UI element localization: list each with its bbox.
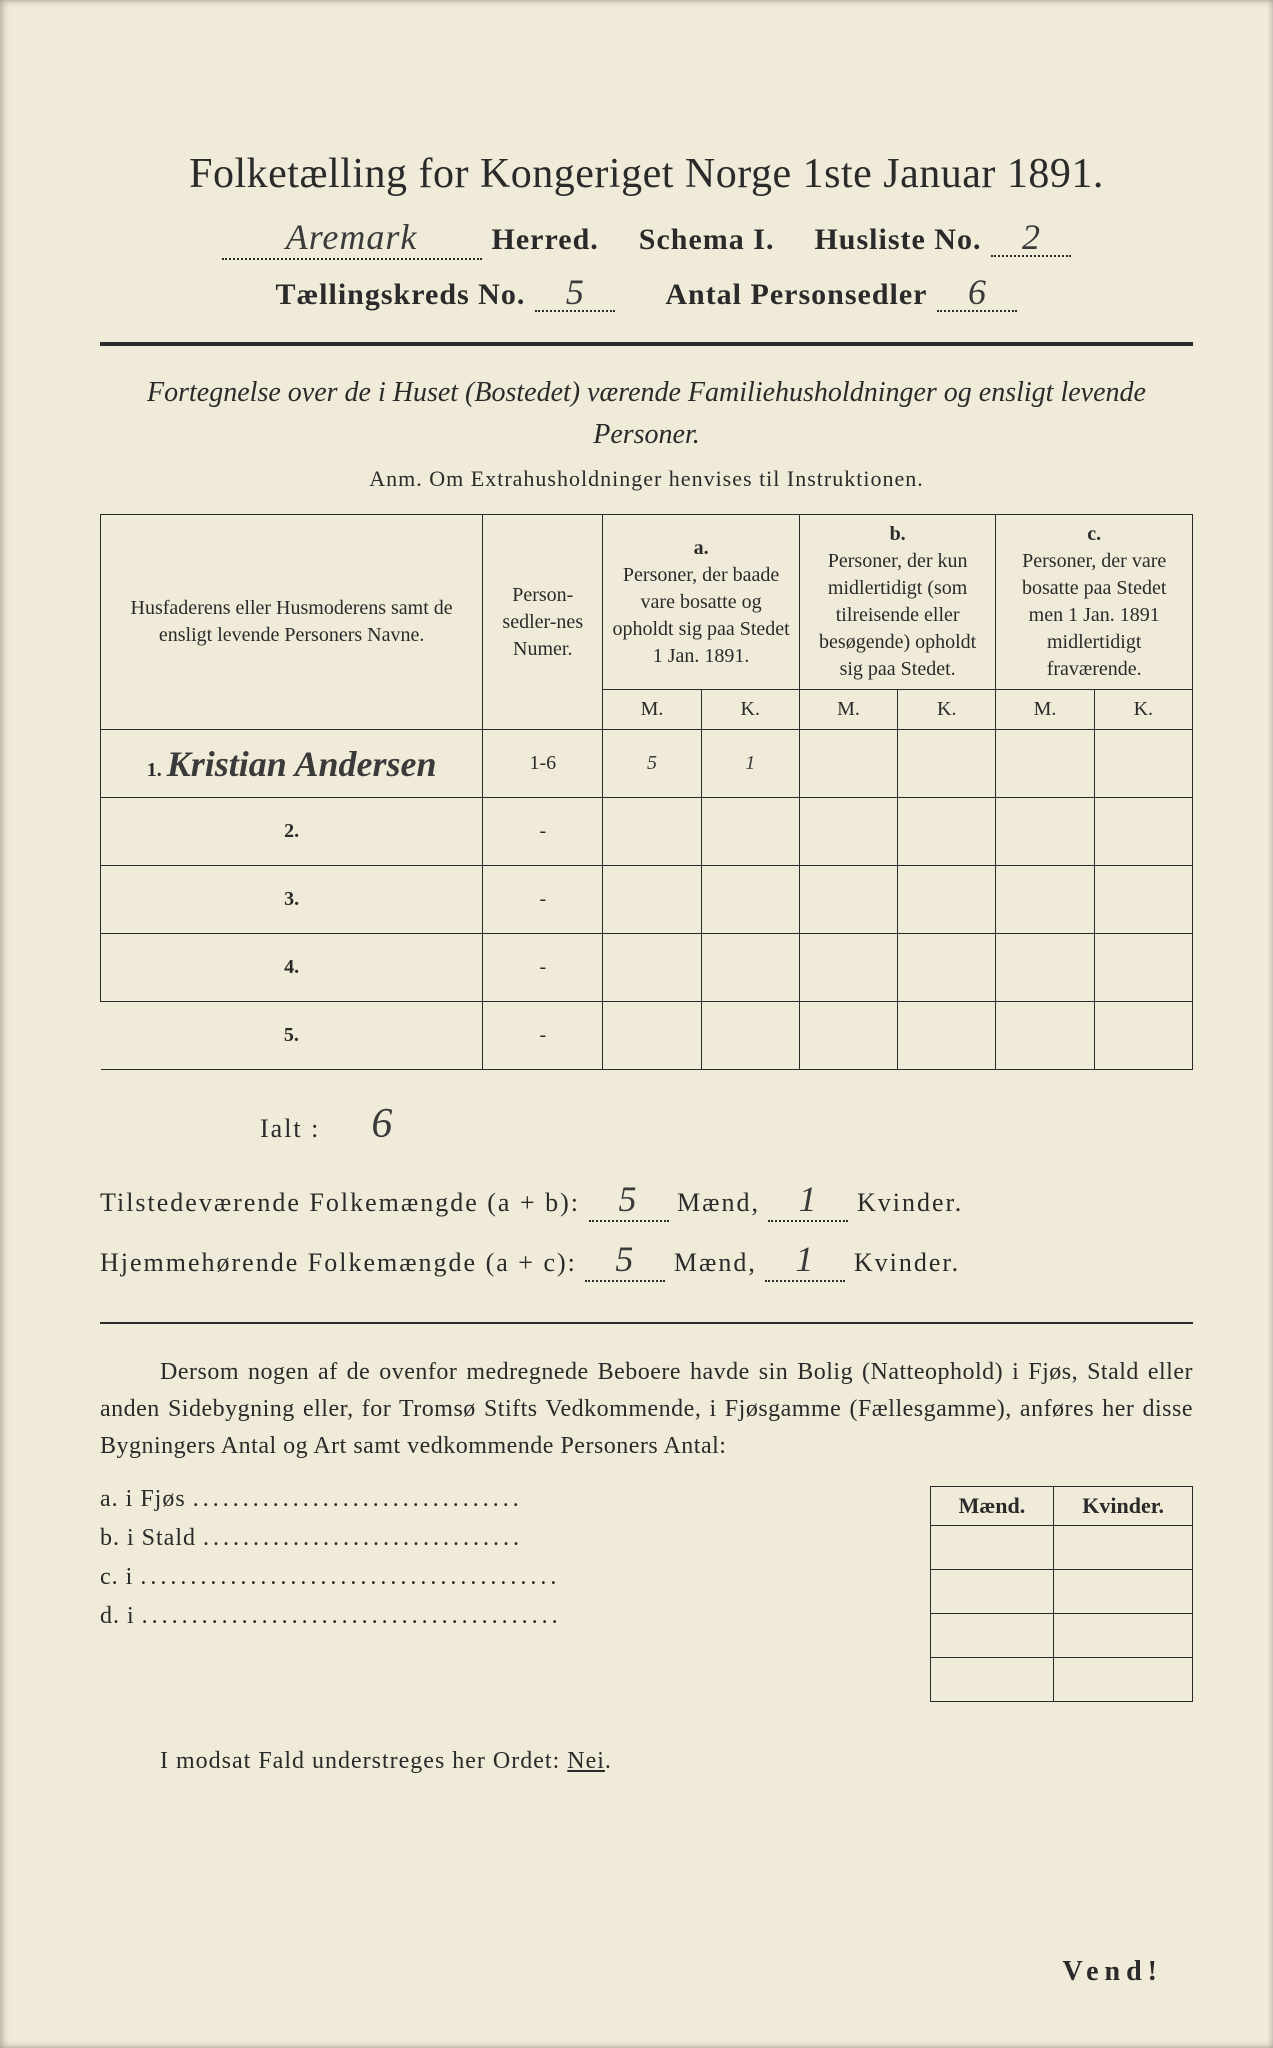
husliste-label: Husliste No. xyxy=(814,223,981,257)
cell-c-m xyxy=(996,730,1094,798)
husliste-value: 2 xyxy=(991,219,1071,257)
total-line-2: Hjemmehørende Folkemængde (a + c): 5 Mæn… xyxy=(100,1238,1193,1282)
col-b-header: b. Personer, der kun midlertidigt (som t… xyxy=(799,515,996,690)
section-anm: Anm. Om Extrahusholdninger henvises til … xyxy=(100,466,1193,492)
schema-label: Schema I. xyxy=(639,223,775,257)
kreds-label: Tællingskreds No. xyxy=(276,278,526,312)
ialt-row: Ialt : 6 xyxy=(260,1100,1193,1148)
col-a-header: a. Personer, der baade vare bosatte og o… xyxy=(603,515,800,690)
row-name: 4. xyxy=(101,934,483,1002)
row-num: - xyxy=(483,1002,603,1070)
line1-m: 5 xyxy=(589,1178,669,1222)
col-c-header: c. Personer, der vare bosatte paa Stedet… xyxy=(996,515,1193,690)
col-a-text: Personer, der baade vare bosatte og opho… xyxy=(611,562,791,670)
antal-value: 6 xyxy=(937,274,1017,312)
divider-2 xyxy=(100,1322,1193,1324)
col-name-header: Husfaderens eller Husmoderens samt de en… xyxy=(101,515,483,730)
antal-label: Antal Personsedler xyxy=(665,278,927,312)
col-c-label: c. xyxy=(1004,521,1184,548)
divider-1 xyxy=(100,342,1193,346)
col-a-label: a. xyxy=(611,535,791,562)
table-row: 4. - xyxy=(101,934,1193,1002)
ialt-value: 6 xyxy=(371,1101,394,1147)
census-form-page: Folketælling for Kongeriget Norge 1ste J… xyxy=(0,0,1273,2048)
footer-pre: I modsat Fald understreges her Ordet: xyxy=(160,1748,567,1774)
table-row: 1. Kristian Andersen 1-6 5 1 xyxy=(101,730,1193,798)
col-a-m: M. xyxy=(603,690,701,730)
table-row: 3. - xyxy=(101,866,1193,934)
cell-b-k xyxy=(898,730,996,798)
footer-dot: . xyxy=(605,1748,612,1774)
cell-c-k xyxy=(1094,730,1192,798)
row-name: 3. xyxy=(101,866,483,934)
ialt-label: Ialt : xyxy=(260,1114,320,1143)
kvinder-label-2: Kvinder. xyxy=(854,1248,960,1277)
maend-label-2: Mænd, xyxy=(674,1248,757,1277)
row-num: - xyxy=(483,934,603,1002)
col-c-m: M. xyxy=(996,690,1094,730)
row-num: - xyxy=(483,798,603,866)
cell-b-m xyxy=(799,730,897,798)
kvinder-label: Kvinder. xyxy=(857,1188,963,1217)
col-b-m: M. xyxy=(799,690,897,730)
line1-label: Tilstedeværende Folkemængde (a + b): xyxy=(100,1188,580,1217)
main-table: Husfaderens eller Husmoderens samt de en… xyxy=(100,514,1193,1070)
row-name: 5. xyxy=(101,1002,483,1070)
footer-text: I modsat Fald understreges her Ordet: Ne… xyxy=(100,1748,1193,1775)
col-b-k: K. xyxy=(898,690,996,730)
row-num: 1-6 xyxy=(483,730,603,798)
col-b-text: Personer, der kun midlertidigt (som tilr… xyxy=(808,548,988,683)
line2-k: 1 xyxy=(765,1238,845,1282)
kreds-value: 5 xyxy=(535,274,615,312)
cell-a-m: 5 xyxy=(603,730,701,798)
row-num: - xyxy=(483,866,603,934)
section-heading: Fortegnelse over de i Huset (Bostedet) v… xyxy=(100,372,1193,456)
header-row-2: Tællingskreds No. 5 Antal Personsedler 6 xyxy=(100,274,1193,312)
table-row: 5. - xyxy=(101,1002,1193,1070)
herred-label: Herred. xyxy=(492,223,599,257)
document-title: Folketælling for Kongeriget Norge 1ste J… xyxy=(100,150,1193,198)
side-table: Mænd. Kvinder. xyxy=(930,1486,1193,1702)
line2-m: 5 xyxy=(585,1238,665,1282)
vend-label: Vend! xyxy=(1062,1956,1163,1988)
col-c-k: K. xyxy=(1094,690,1192,730)
row-name: 2. xyxy=(101,798,483,866)
side-h2: Kvinder. xyxy=(1054,1486,1193,1525)
herred-value: Aremark xyxy=(222,216,482,260)
row-name: 1. Kristian Andersen xyxy=(101,730,483,798)
col-c-text: Personer, der vare bosatte paa Stedet me… xyxy=(1004,548,1184,683)
footer-nei: Nei xyxy=(567,1748,605,1774)
line2-label: Hjemmehørende Folkemængde (a + c): xyxy=(100,1248,577,1277)
col-a-k: K. xyxy=(701,690,799,730)
bolig-paragraph: Dersom nogen af de ovenfor medregnede Be… xyxy=(100,1354,1193,1466)
header-row-1: Aremark Herred. Schema I. Husliste No. 2 xyxy=(100,216,1193,260)
cell-a-k: 1 xyxy=(701,730,799,798)
building-section: Mænd. Kvinder. a. i Fjøs ...............… xyxy=(100,1486,1193,1702)
side-h1: Mænd. xyxy=(930,1486,1054,1525)
total-line-1: Tilstedeværende Folkemængde (a + b): 5 M… xyxy=(100,1178,1193,1222)
line1-k: 1 xyxy=(768,1178,848,1222)
maend-label: Mænd, xyxy=(677,1188,760,1217)
table-row: 2. - xyxy=(101,798,1193,866)
col-b-label: b. xyxy=(808,521,988,548)
col-num-header: Person-sedler-nes Numer. xyxy=(483,515,603,730)
